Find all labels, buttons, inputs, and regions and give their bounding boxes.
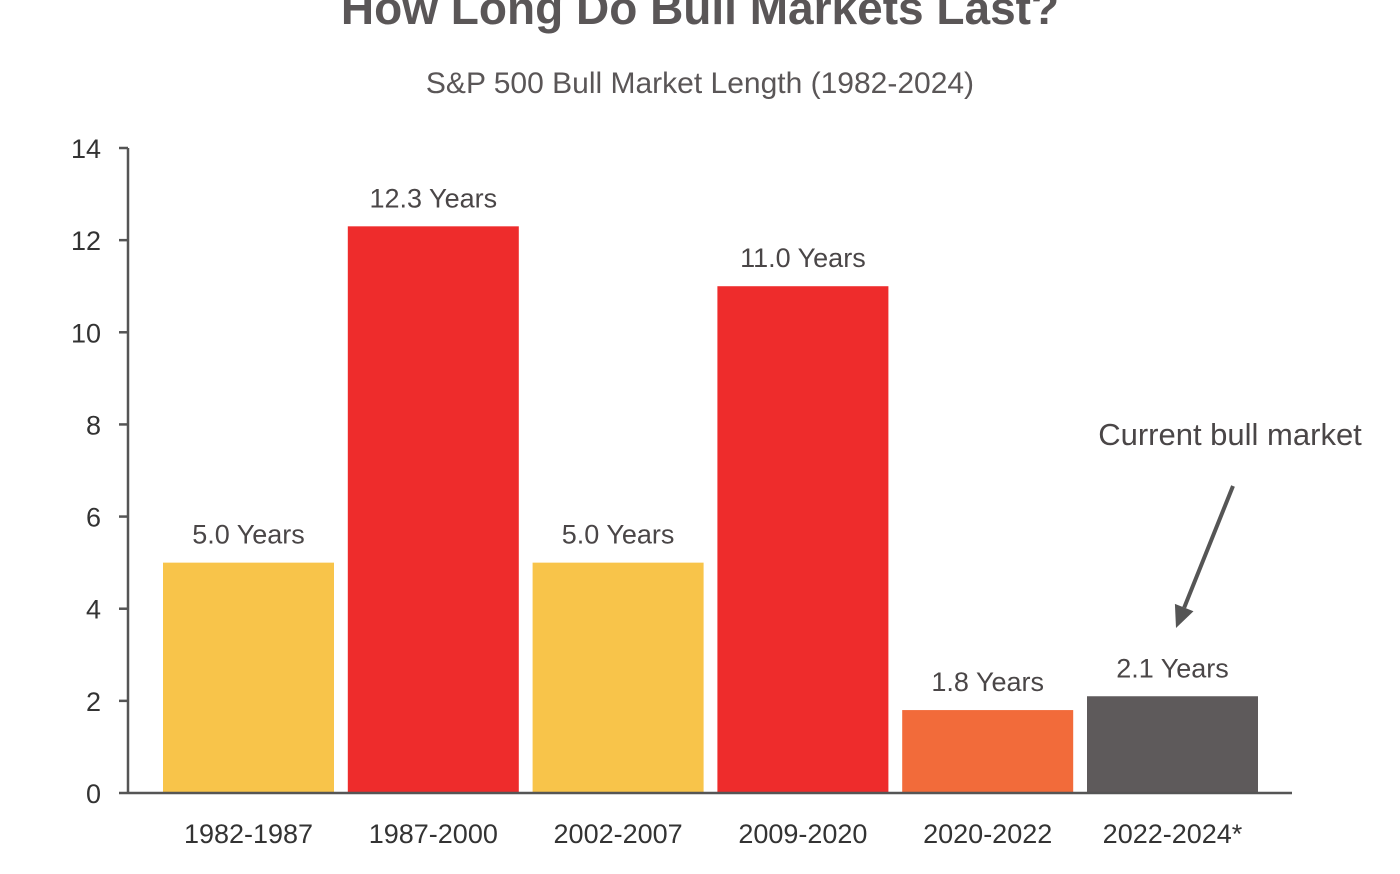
bar-value-label: 2.1 Years xyxy=(1116,653,1229,683)
bars xyxy=(163,226,1258,794)
annotation-arrowhead xyxy=(1174,603,1194,628)
y-tick-label: 12 xyxy=(71,226,101,256)
y-axis-ticks: 0 2 4 6 8 10 12 14 xyxy=(71,134,128,809)
x-tick-label: 2009-2020 xyxy=(738,819,867,849)
bar-1982-1987 xyxy=(163,562,334,793)
bar-value-label: 12.3 Years xyxy=(369,183,497,213)
chart-subtitle: S&P 500 Bull Market Length (1982-2024) xyxy=(426,67,974,100)
annotation-label: Current bull market xyxy=(1098,417,1362,452)
bar-value-label: 1.8 Years xyxy=(931,667,1044,697)
bar-value-label: 11.0 Years xyxy=(740,243,866,273)
bar-1987-2000 xyxy=(347,226,519,794)
annotation: Current bull market xyxy=(1098,417,1362,628)
y-tick-label: 6 xyxy=(86,503,101,533)
y-tick-label: 10 xyxy=(71,318,101,348)
bar-value-label: 5.0 Years xyxy=(562,520,675,550)
bar-value-label: 5.0 Years xyxy=(192,520,305,550)
x-tick-label: 1982-1987 xyxy=(184,819,313,849)
value-labels: 5.0 Years 12.3 Years 5.0 Years 11.0 Years 1.… xyxy=(192,183,1229,697)
chart-title: How Long Do Bull Markets Last? xyxy=(341,0,1059,34)
x-tick-label: 1987-2000 xyxy=(369,819,498,849)
annotation-arrow xyxy=(1182,485,1235,609)
x-tick-label: 2020-2022 xyxy=(923,819,1052,849)
y-tick-label: 8 xyxy=(86,410,101,440)
x-tick-label: 2022-2024* xyxy=(1103,819,1243,849)
y-tick-label: 4 xyxy=(86,595,101,625)
x-tick-label: 2002-2007 xyxy=(554,819,683,849)
y-tick-label: 0 xyxy=(86,779,101,809)
y-tick-label: 14 xyxy=(71,134,101,164)
bar-2020-2022 xyxy=(902,710,1074,793)
bar-2009-2020 xyxy=(717,286,889,793)
bar-2002-2007 xyxy=(532,562,704,793)
bar-2022-2024 xyxy=(1087,696,1258,793)
y-tick-label: 2 xyxy=(86,687,101,717)
x-axis-labels: 1982-1987 1987-2000 2002-2007 2009-2020 2020… xyxy=(184,819,1243,849)
